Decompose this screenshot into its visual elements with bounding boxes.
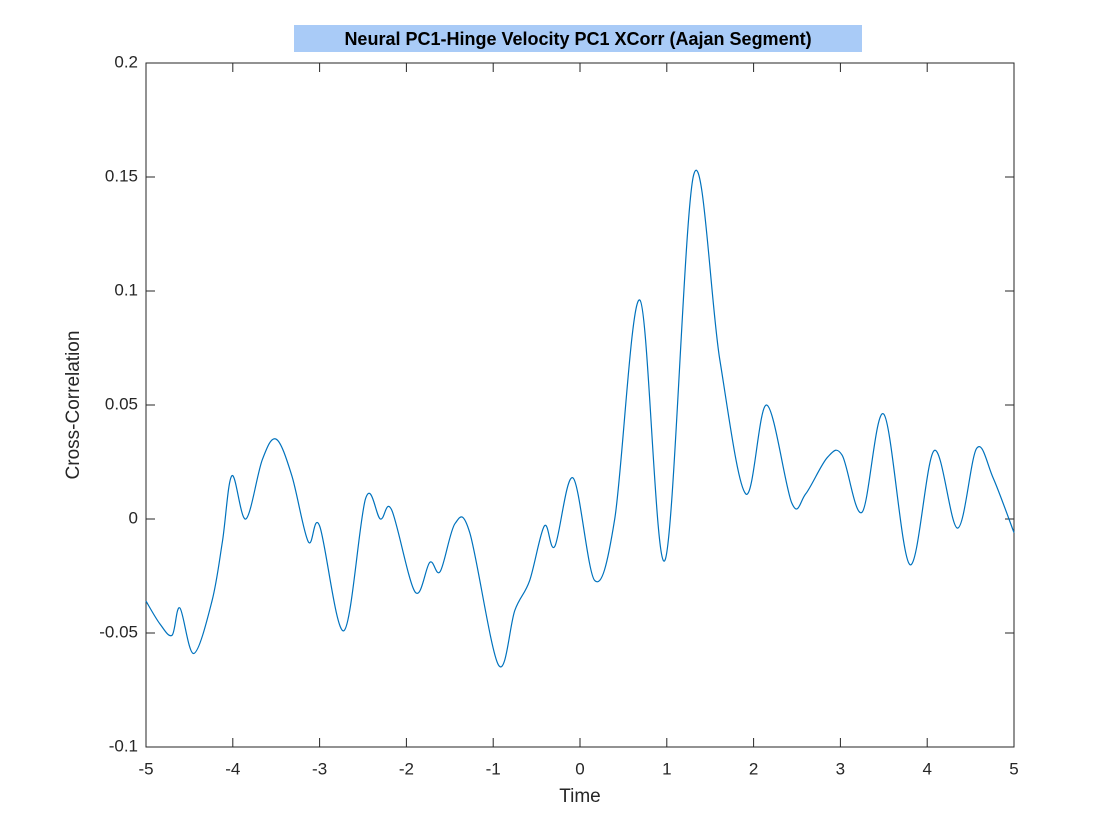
x-tick-label: 4 [922, 759, 931, 778]
x-tick-label: -1 [486, 759, 501, 778]
y-tick-label: -0.1 [109, 736, 138, 755]
x-tick-label: -5 [138, 759, 153, 778]
x-tick-label: 0 [575, 759, 584, 778]
y-tick-label: -0.05 [99, 622, 138, 641]
x-tick-label: -2 [399, 759, 414, 778]
y-tick-label: 0.2 [114, 52, 138, 71]
y-tick-label: 0 [129, 508, 138, 527]
x-tick-label: 1 [662, 759, 671, 778]
x-tick-label: -3 [312, 759, 327, 778]
data-line [145, 170, 1015, 668]
y-tick-label: 0.05 [105, 394, 138, 413]
x-tick-label: 5 [1009, 759, 1018, 778]
title-highlight [294, 25, 862, 52]
x-axis-label: Time [559, 786, 601, 807]
x-tick-label: 2 [749, 759, 758, 778]
chart-title: Neural PC1-Hinge Velocity PC1 XCorr (Aaj… [344, 29, 811, 49]
y-axis-label: Cross-Correlation [63, 331, 84, 480]
y-tick-label: 0.15 [105, 166, 138, 185]
x-tick-label: 3 [836, 759, 845, 778]
x-tick-label: -4 [225, 759, 240, 778]
y-tick-label: 0.1 [114, 280, 138, 299]
axes-box [145, 62, 1015, 748]
